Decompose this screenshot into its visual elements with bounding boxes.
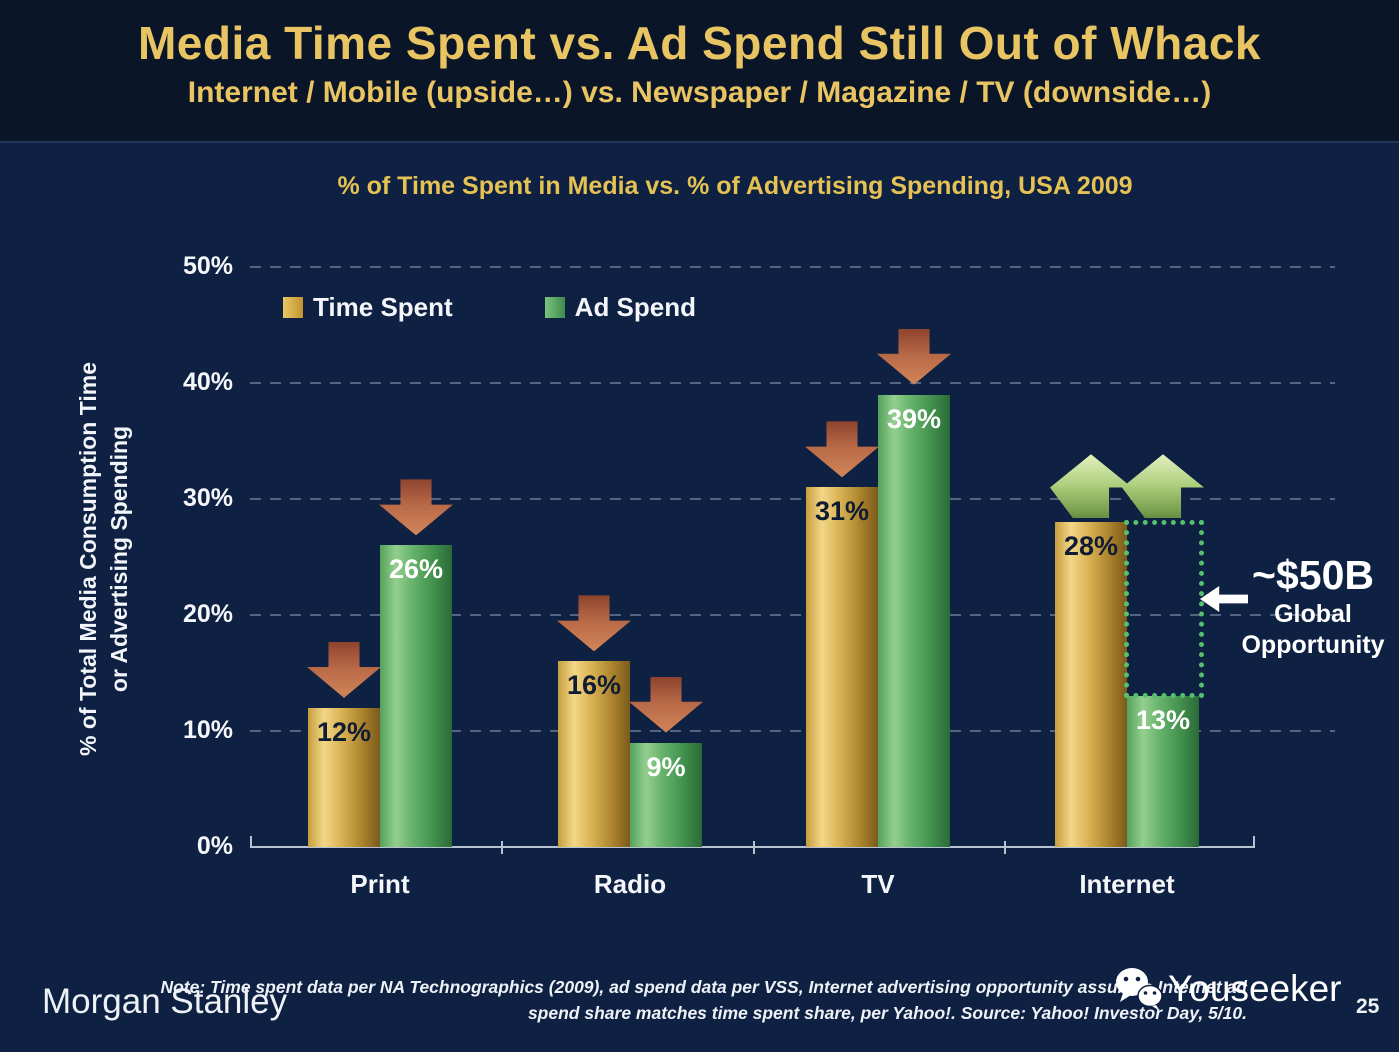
gridline-50%: [250, 266, 1335, 268]
bar-radio-ad-spend: 9%: [630, 742, 702, 847]
category-label-tv: TV: [861, 869, 895, 899]
opportunity-value: ~$50B: [1252, 552, 1374, 598]
x-axis-tick: [1003, 841, 1006, 854]
gridline-20%: [250, 614, 1335, 616]
y-tick-10%: 10%: [182, 716, 233, 744]
category-label-internet: Internet: [1079, 869, 1175, 899]
bar-value-label: 13%: [1135, 705, 1191, 736]
wechat-icon: [1116, 968, 1163, 1011]
bar-tv-time-spent: 31%: [806, 487, 878, 847]
bar-print-ad-spend: 26%: [380, 545, 452, 847]
bar-value-label: 26%: [388, 554, 444, 585]
ad-spend-swatch-icon: [544, 297, 565, 318]
bar-value-label: 16%: [566, 670, 622, 701]
down-arrow-icon: [805, 421, 879, 478]
time-spent-swatch-icon: [283, 297, 303, 318]
down-arrow-icon: [629, 676, 703, 733]
gridline-10%: [250, 730, 1335, 732]
y-tick-50%: 50%: [182, 252, 233, 280]
watermark: Youseeker: [1112, 966, 1342, 1012]
up-arrow-icon: [1122, 454, 1204, 519]
source-note-line1: Note: Time spent data per NA Technograph…: [160, 977, 1247, 997]
y-axis-label-line1: % of Total Media Consumption Time: [75, 362, 101, 756]
opportunity-annotation: ~$50B Global Opportunity: [1238, 552, 1388, 661]
bar-value-label: 12%: [316, 716, 372, 747]
y-tick-20%: 20%: [182, 600, 233, 628]
legend-item-time-spent: Time Spent: [283, 292, 453, 323]
opportunity-label-line1: Global: [1274, 600, 1352, 628]
bar-value-label: 9%: [646, 751, 686, 782]
legend-label-ad-spend: Ad Spend: [574, 292, 697, 322]
gridline-40%: [250, 382, 1335, 384]
down-arrow-icon: [877, 328, 951, 385]
bar-chart-plot-area: Time Spent Ad Spend 50% 40% 30% 20% 10% 0% 12%…: [183, 252, 1335, 899]
x-axis-tick: [752, 841, 755, 854]
page-number: 25: [1356, 995, 1380, 1018]
slide-subtitle: Internet / Mobile (upside…) vs. Newspape…: [187, 76, 1212, 109]
opportunity-gap-rect: [1124, 520, 1204, 699]
legend-label-time-spent: Time Spent: [313, 292, 453, 322]
down-arrow-icon: [379, 479, 453, 536]
y-tick-0%: 0%: [196, 832, 233, 860]
slide-header: Media Time Spent vs. Ad Spend Still Out …: [0, 0, 1399, 143]
category-label-print: Print: [350, 869, 410, 899]
bar-radio-time-spent: 16%: [558, 661, 630, 847]
watermark-text: Youseeker: [1168, 968, 1342, 1009]
source-note-line2: spend share matches time spent share, pe…: [527, 1003, 1247, 1023]
bar-print-time-spent: 12%: [308, 707, 380, 847]
x-axis-end-cap: [1253, 836, 1255, 847]
bar-tv-ad-spend: 39%: [878, 394, 950, 847]
bar-value-label: 28%: [1063, 531, 1119, 562]
up-arrow-icon: [1050, 454, 1132, 519]
source-note: Note: Time spent data per NA Technograph…: [160, 974, 1247, 1026]
opportunity-label-line2: Opportunity: [1241, 631, 1385, 659]
down-arrow-icon: [307, 641, 381, 698]
bar-value-label: 31%: [814, 496, 870, 527]
bar-internet-time-spent: 28%: [1055, 522, 1127, 847]
bar-internet-ad-spend: 13%: [1127, 696, 1199, 847]
chart-legend: Time Spent Ad Spend: [283, 292, 696, 323]
category-label-radio: Radio: [593, 869, 667, 899]
slide-title: Media Time Spent vs. Ad Spend Still Out …: [137, 17, 1262, 69]
y-tick-40%: 40%: [182, 368, 233, 396]
chart-title: % of Time Spent in Media vs. % of Advert…: [337, 172, 1133, 200]
down-arrow-icon: [557, 595, 631, 652]
morgan-stanley-logo: Morgan Stanley: [42, 982, 288, 1021]
x-axis-end-cap: [250, 836, 252, 847]
bar-value-label: 39%: [886, 403, 942, 434]
x-axis-tick: [501, 841, 504, 854]
legend-item-ad-spend: Ad Spend: [544, 292, 697, 323]
y-axis-label-line2: or Advertising Spending: [106, 425, 132, 693]
y-tick-30%: 30%: [182, 484, 233, 512]
gridline-30%: [250, 498, 1335, 500]
y-axis-label: % of Total Media Consumption Time or Adv…: [73, 249, 137, 869]
